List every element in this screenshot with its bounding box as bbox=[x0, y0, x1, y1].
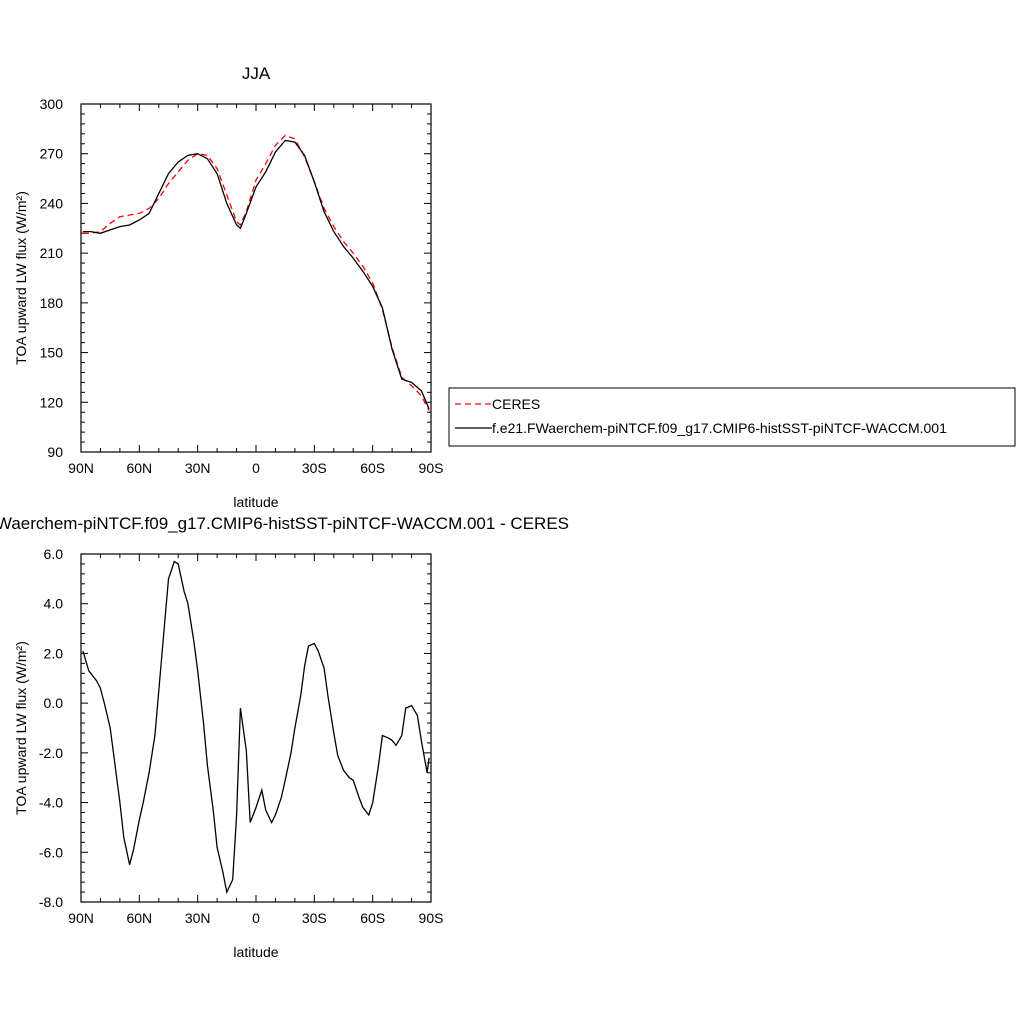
y-tick-label: 210 bbox=[40, 245, 64, 261]
x-tick-label: 30N bbox=[185, 910, 211, 926]
x-tick-label: 30S bbox=[302, 460, 327, 476]
y-tick-label: 0.0 bbox=[44, 695, 64, 711]
x-tick-label: 90N bbox=[68, 460, 94, 476]
x-tick-label: 90S bbox=[419, 460, 444, 476]
chart-top-ylabel-text: TOA upward LW flux (W/m²) bbox=[13, 191, 29, 365]
legend-box bbox=[448, 387, 1016, 447]
chart-bottom: f.e21.FWaerchem-piNTCF.f09_g17.CMIP6-his… bbox=[0, 514, 569, 960]
series-line-difference bbox=[82, 560, 430, 895]
x-tick-label: 0 bbox=[252, 460, 260, 476]
chart-top-series bbox=[82, 134, 430, 411]
chart-bottom-frame bbox=[80, 553, 432, 903]
x-tick-label: 90N bbox=[68, 910, 94, 926]
y-tick-label: 240 bbox=[40, 195, 64, 211]
y-tick-label: 90 bbox=[47, 444, 63, 460]
x-tick-label: 60S bbox=[360, 910, 385, 926]
series-line-model bbox=[82, 139, 430, 410]
legend-label-model: f.e21.FWaerchem-piNTCF.f09_g17.CMIP6-his… bbox=[492, 420, 947, 436]
x-tick-label: 30N bbox=[185, 460, 211, 476]
y-tick-label: 150 bbox=[40, 345, 64, 361]
chart-bottom-xlabel: latitude bbox=[233, 944, 278, 960]
y-tick-label: -4.0 bbox=[39, 795, 63, 811]
y-tick-label: 180 bbox=[40, 295, 64, 311]
x-tick-label: 0 bbox=[252, 910, 260, 926]
x-tick-label: 30S bbox=[302, 910, 327, 926]
chart-top-xlabel: latitude bbox=[233, 494, 278, 510]
legend: CERES f.e21.FWaerchem-piNTCF.f09_g17.CMI… bbox=[448, 387, 1016, 447]
y-tick-label: -2.0 bbox=[39, 745, 63, 761]
y-tick-label: 300 bbox=[40, 96, 64, 112]
chart-top-ticks: 90N 60N 30N 0 30S 60S 90S 90 120 150 180 210 240 270 3… bbox=[40, 96, 444, 476]
x-tick-label: 60N bbox=[126, 460, 152, 476]
x-tick-label: 60N bbox=[126, 910, 152, 926]
y-tick-label: 6.0 bbox=[44, 546, 64, 562]
series-line-ceres bbox=[82, 134, 430, 411]
chart-bottom-ylabel: TOA upward LW flux (W/m²) bbox=[13, 641, 29, 815]
y-tick-label: 120 bbox=[40, 394, 64, 410]
chart-top-frame bbox=[80, 103, 432, 453]
chart-bottom-ylabel-text: TOA upward LW flux (W/m²) bbox=[13, 641, 29, 815]
y-tick-label: 270 bbox=[40, 146, 64, 162]
chart-top-title: JJA bbox=[242, 64, 271, 83]
x-tick-label: 60S bbox=[360, 460, 385, 476]
chart-top: JJA TOA upward LW flux (W/m²) latitude 9… bbox=[13, 64, 443, 510]
chart-bottom-series bbox=[82, 560, 430, 895]
y-tick-label: -6.0 bbox=[39, 844, 63, 860]
chart-bottom-title: f.e21.FWaerchem-piNTCF.f09_g17.CMIP6-his… bbox=[0, 514, 569, 533]
y-tick-label: 4.0 bbox=[44, 596, 64, 612]
legend-label-ceres: CERES bbox=[492, 396, 540, 412]
y-tick-label: 2.0 bbox=[44, 645, 64, 661]
chart-top-ylabel: TOA upward LW flux (W/m²) bbox=[13, 191, 29, 365]
y-tick-label: -8.0 bbox=[39, 894, 63, 910]
x-tick-label: 90S bbox=[419, 910, 444, 926]
